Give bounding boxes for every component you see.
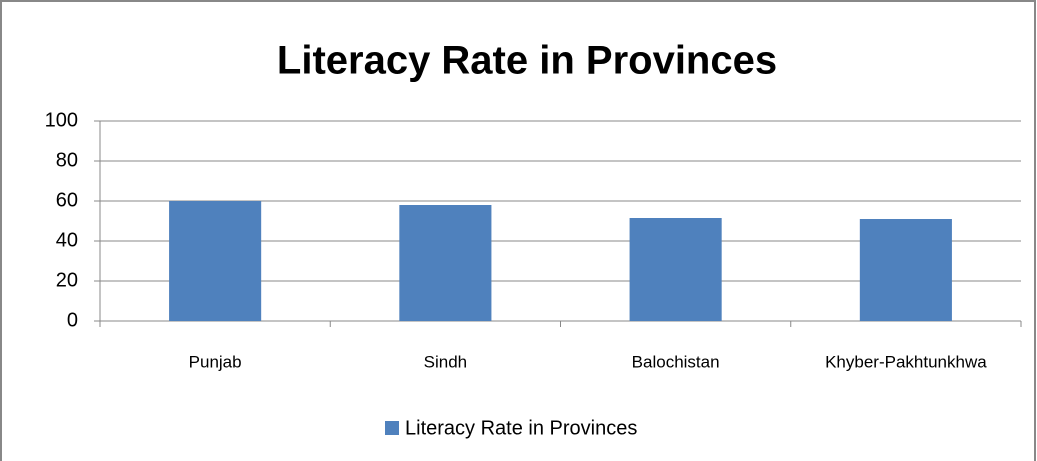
x-tick-label: Sindh [424,352,467,371]
legend-label: Literacy Rate in Provinces [405,417,637,439]
chart-title: Literacy Rate in Provinces [277,39,777,83]
y-tick-label: 0 [67,309,78,331]
bar [859,219,952,321]
y-tick-label: 40 [56,229,78,251]
y-tick-label: 100 [45,109,78,131]
y-tick-label: 80 [56,149,78,171]
legend-swatch [385,421,399,435]
bar [169,201,262,321]
bar [629,218,722,321]
x-tick-label: Khyber-Pakhtunkhwa [825,352,987,371]
bar [399,205,492,321]
x-tick-label: Balochistan [632,352,720,371]
y-tick-label: 20 [56,269,78,291]
y-tick-label: 60 [56,189,78,211]
x-tick-label: Punjab [189,352,242,371]
